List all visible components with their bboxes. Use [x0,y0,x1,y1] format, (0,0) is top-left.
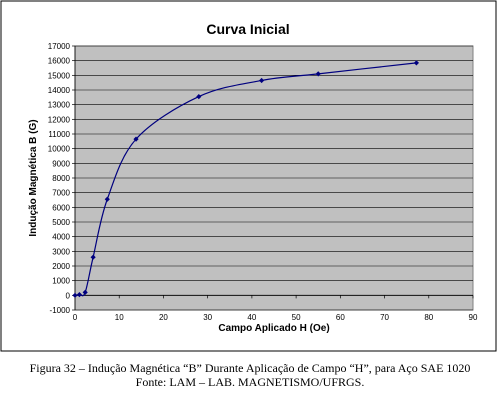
y-tick-label: 15000 [48,71,71,80]
x-tick-label: 30 [203,313,212,322]
x-tick-label: 60 [336,313,345,322]
y-tick-label: 17000 [48,42,71,51]
figure-caption: Figura 32 – Indução Magnética “B” Durant… [29,361,471,375]
series-line [74,62,417,297]
y-axis-ticks: -1000 0 1000 2000 3000 4000 5000 6000 7000 8000 90… [48,42,75,315]
data-point [82,289,88,295]
chart-title: Curva Inicial [206,21,289,37]
x-tick-label: 10 [115,313,124,322]
y-tick-label: 4000 [52,233,70,242]
data-point [76,292,83,298]
x-tick-label: 70 [380,313,389,322]
y-tick-label: -1000 [50,306,71,315]
y-tick-label: 10000 [48,145,71,154]
y-tick-label: 13000 [48,101,71,110]
x-tick-label: 20 [159,313,168,322]
y-tick-label: 2000 [52,262,70,271]
data-point [413,60,419,66]
y-tick-label: 12000 [48,115,71,124]
chart: Curva Inicial -1000010002000300040005000… [0,0,497,352]
x-tick-label: 0 [73,313,78,322]
data-point [90,254,96,260]
x-tick-label: 80 [424,313,433,322]
y-tick-label: 8000 [52,174,70,183]
data-point [315,71,321,77]
y-tick-label: 7000 [52,189,70,198]
data-point [133,136,139,142]
y-tick-label: 0 [66,291,71,300]
data-point [72,292,78,298]
data-point [196,94,202,100]
y-tick-label: 16000 [48,57,71,66]
data-markers [72,60,419,298]
data-point [104,196,110,202]
data-point [259,77,265,84]
y-axis-label: Indução Magnética B (G) [28,119,39,236]
y-tick-label: 11000 [48,130,70,139]
x-tick-label: 90 [469,313,478,322]
y-tick-label: 6000 [52,203,70,212]
y-tick-label: 9000 [52,159,70,168]
x-tick-label: 50 [292,313,301,322]
x-tick-label: 40 [247,313,256,322]
x-axis-ticks: 0 10 20 30 40 50 60 70 80 90 [73,295,478,322]
x-axis-label: Campo Aplicado H (Oe) [218,323,329,334]
y-tick-label: 1000 [52,277,70,286]
y-tick-label: 5000 [52,218,70,227]
figure-source: Fonte: LAM – LAB. MAGNETISMO/UFRGS. [135,375,365,389]
y-tick-label: 14000 [48,86,71,95]
y-tick-label: 3000 [52,247,70,256]
